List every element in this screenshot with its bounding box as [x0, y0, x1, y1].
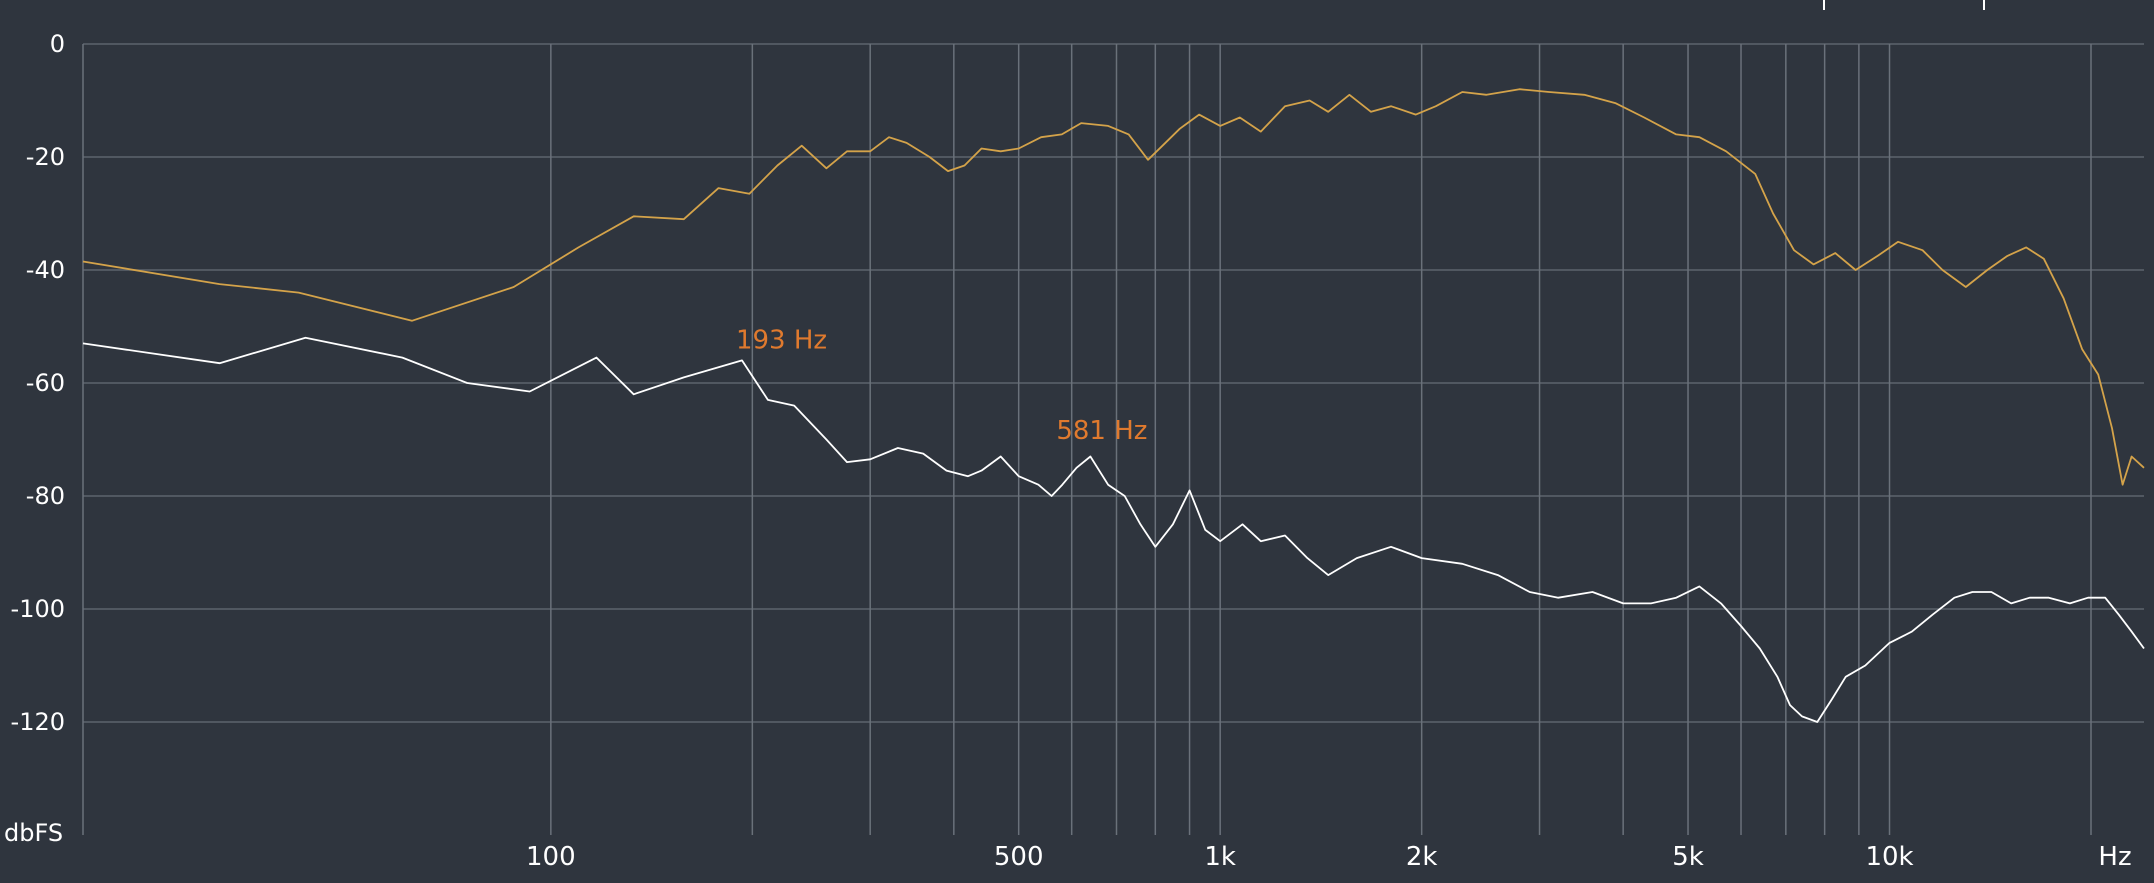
- range-marker-ticks: [1823, 0, 1985, 10]
- y-tick-label: 0: [50, 30, 65, 58]
- x-tick-label: 2k: [1406, 842, 1438, 872]
- x-tick-label: 100: [526, 842, 576, 872]
- y-axis-ticks: 0 -20 -40 -60 -80 -100 -120: [11, 30, 65, 736]
- y-tick-label: -60: [26, 369, 65, 397]
- x-axis-ticks: 100 500 1k 2k 5k 10k: [526, 842, 1914, 872]
- y-tick-label: -40: [26, 256, 65, 284]
- y-tick-label: -120: [11, 708, 65, 736]
- y-tick-label: -100: [11, 595, 65, 623]
- y-tick-label: -80: [26, 482, 65, 510]
- spectrum-line-primary: [82, 88, 2145, 486]
- peak-frequency-label: 581 Hz: [1056, 416, 1147, 446]
- x-tick-label: 500: [994, 842, 1044, 872]
- y-axis-unit-label: dbFS: [4, 819, 63, 847]
- peak-frequency-label: 193 Hz: [736, 325, 827, 355]
- x-tick-label: 5k: [1672, 842, 1704, 872]
- x-tick-label: 10k: [1865, 842, 1913, 872]
- spectrum-line-secondary: [82, 336, 2145, 723]
- peak-annotations: 193 Hz 581 Hz: [736, 325, 1147, 445]
- series-group: [82, 88, 2145, 723]
- grid-lines: [82, 43, 2144, 835]
- x-axis-unit-label: Hz: [2098, 842, 2131, 872]
- x-tick-label: 1k: [1204, 842, 1236, 872]
- y-tick-label: -20: [26, 143, 65, 171]
